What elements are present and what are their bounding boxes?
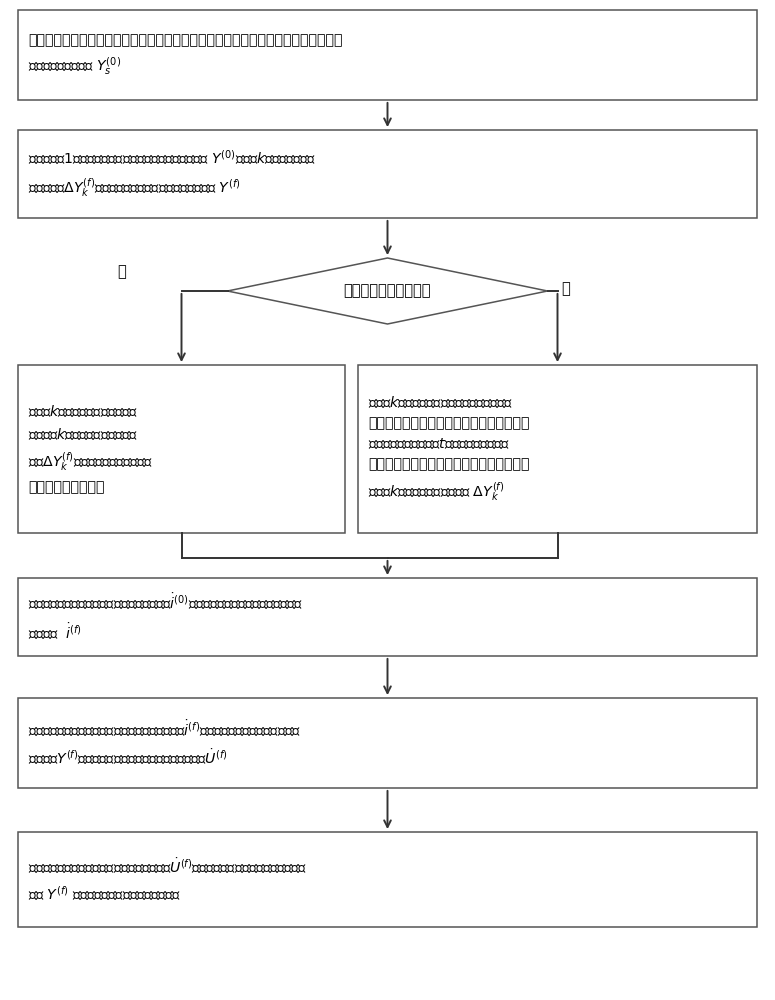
- Text: 根据所述故障后的对称分量下节点电压列向量$\dot{U}^{(f)}$和所述故障后对称分量下的节点导纳
矩阵 $Y^{(f)}$ 得到故障后对称分量下各支路电流: 根据所述故障后的对称分量下节点电压列向量$\dot{U}^{(f)}$和所述故障…: [28, 856, 307, 903]
- FancyBboxPatch shape: [18, 578, 757, 656]
- Polygon shape: [228, 258, 547, 324]
- Text: 当故障$k$发生位置位于阻抗匹配平衡牵引变压
器低压侧时，将阻抗匹配平衡牵引变压器高
压侧母线作为故障节点$t$，阻抗匹配平衡牵引
变压器作为过渡阻抗，根据短路: 当故障$k$发生位置位于阻抗匹配平衡牵引变压 器低压侧时，将阻抗匹配平衡牵引变压…: [368, 394, 529, 504]
- Text: 当故障$k$发生位置位于系统侧时，
所述故障$k$发生后的修改节点导纳
矩阵$\Delta Y_k^{(f)}$与电力系统常规短路的修
改节点导纳矩阵相同: 当故障$k$发生位置位于系统侧时， 所述故障$k$发生后的修改节点导纳 矩阵$\…: [28, 404, 153, 494]
- Text: 根据所述故障后的对称分量下节点注入电流列向量$\dot{i}^{(f)}$和所述故障后对称分量下的节点
导纳矩阵$Y^{(f)}$得到故障后的对称分量下节点电压: 根据所述故障后的对称分量下节点注入电流列向量$\dot{i}^{(f)}$和所述…: [28, 719, 301, 767]
- FancyBboxPatch shape: [18, 10, 757, 100]
- FancyBboxPatch shape: [358, 365, 757, 533]
- Text: 根据故障前对称分量下的节点注入电流列向量$\dot{i}^{(0)}$得到故障后的对称分量下节点注入电
流列向量  $\dot{i}^{(f)}$: 根据故障前对称分量下的节点注入电流列向量$\dot{i}^{(0)}$得到故障后…: [28, 592, 303, 642]
- FancyBboxPatch shape: [18, 698, 757, 788]
- Text: 否: 否: [562, 282, 570, 296]
- Text: 不考虑阻抗匹配平衡牵引变压器的导纳，利用电力系统序分量模型获得故障前对称分
量下的节点导纳矩阵 $Y_s^{(0)}$: 不考虑阻抗匹配平衡牵引变压器的导纳，利用电力系统序分量模型获得故障前对称分 量下…: [28, 33, 343, 77]
- FancyBboxPatch shape: [18, 832, 757, 927]
- Text: 根据步骤（1）中所述故障前对称分量下的节点导纳矩阵 $Y^{(0)}$和故障$k$发生后的修改节
点导纳矩阵$\Delta Y_k^{(f)}$得到故障后对称分: 根据步骤（1）中所述故障前对称分量下的节点导纳矩阵 $Y^{(0)}$和故障$k…: [28, 148, 316, 200]
- Text: 是: 是: [117, 264, 126, 279]
- Text: 故障是否发生在系统侧: 故障是否发生在系统侧: [344, 284, 431, 298]
- FancyBboxPatch shape: [18, 365, 345, 533]
- FancyBboxPatch shape: [18, 130, 757, 218]
